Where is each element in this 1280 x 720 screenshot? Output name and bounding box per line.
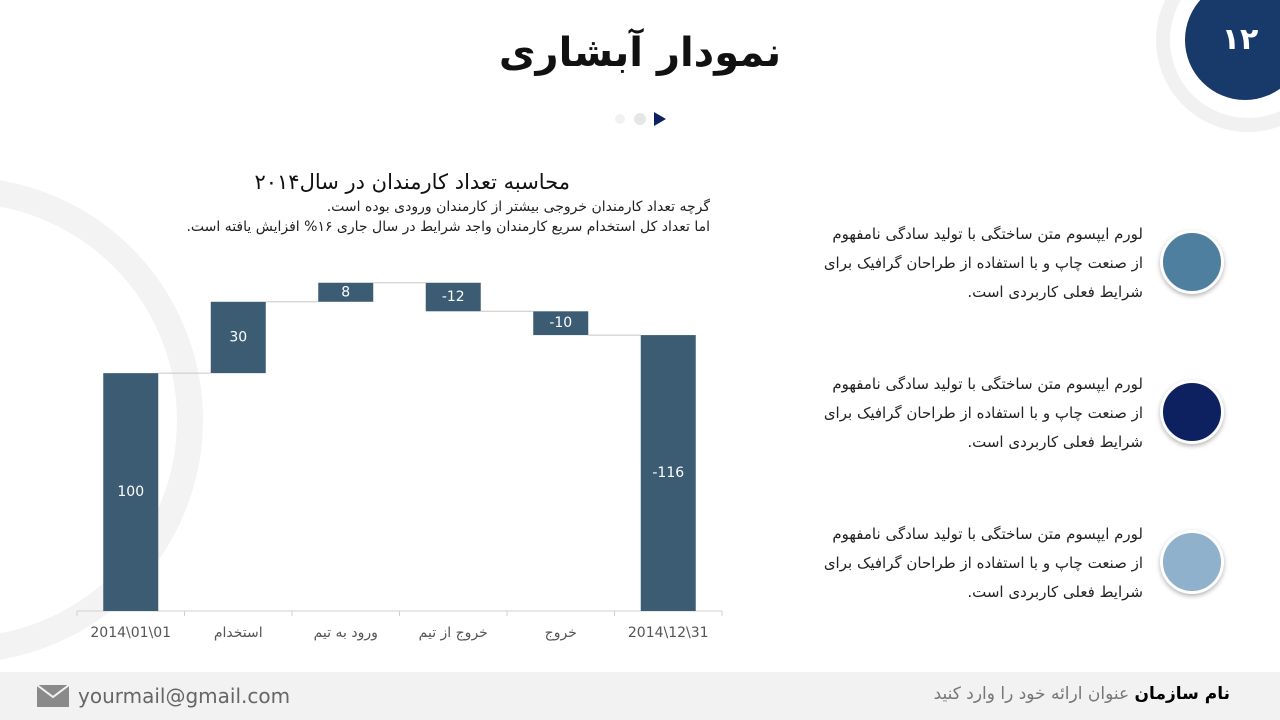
item-dot	[1160, 230, 1224, 294]
item-text: لورم ایپسوم متن ساختگی با تولید سادگی نا…	[832, 525, 1143, 543]
bar	[640, 335, 696, 611]
item-text: شرایط فعلی کاربردی است.	[967, 583, 1143, 601]
x-tick-label: 2014\01\01	[90, 625, 171, 641]
item-text: از صنعت چاپ و با استفاده از طراحان گرافی…	[823, 404, 1143, 422]
data-label: -12	[442, 289, 465, 305]
x-tick-label: ورود به تیم	[314, 625, 378, 641]
chart: 100 2014\01\01 30 استخدام 8 ورود به تیم -12 خرو…	[76, 282, 723, 641]
chart-subtitle: گرچه تعداد کارمندان خروجی بیشتر از کارمن…	[326, 199, 710, 215]
bar	[533, 311, 589, 336]
x-tick-label: خروج از تیم	[419, 625, 488, 641]
footer: yourmail@gmail.com نام سازمان عنوان ارائ…	[0, 672, 1280, 720]
item-text: از صنعت چاپ و با استفاده از طراحان گرافی…	[823, 254, 1143, 272]
item-text: از صنعت چاپ و با استفاده از طراحان گرافی…	[823, 554, 1143, 572]
email: yourmail@gmail.com	[78, 684, 291, 708]
mail-icon	[37, 685, 69, 707]
item-text: شرایط فعلی کاربردی است.	[967, 283, 1143, 301]
organization: نام سازمان	[1134, 684, 1230, 704]
bar	[103, 373, 159, 611]
bar	[210, 301, 266, 374]
chart-title: محاسبه تعداد کارمندان در سال۲۰۱۴	[254, 170, 570, 194]
chart-subtitle: اما تعداد کل استخدام سریع کارمندان واجد …	[186, 219, 710, 235]
item-dot	[1160, 380, 1224, 444]
presentation-title: عنوان ارائه خود را وارد کنید	[933, 684, 1130, 704]
item-dot	[1160, 530, 1224, 594]
bar	[425, 282, 481, 312]
footer-text: نام سازمان عنوان ارائه خود را وارد کنید	[934, 684, 1230, 704]
data-label: 100	[117, 484, 144, 500]
item-text: شرایط فعلی کاربردی است.	[967, 433, 1143, 451]
item-text: لورم ایپسوم متن ساختگی با تولید سادگی نا…	[832, 375, 1143, 393]
page-number: ۱۲	[1221, 22, 1259, 57]
x-tick-label: 2014\12\31	[628, 625, 709, 641]
slide-title: نمودار آبشاری	[498, 30, 782, 76]
data-label: 8	[341, 284, 350, 300]
data-label: -116	[652, 465, 684, 481]
bar	[318, 282, 374, 302]
x-tick-label: استخدام	[214, 625, 263, 641]
data-label: 30	[229, 329, 247, 345]
item-text: لورم ایپسوم متن ساختگی با تولید سادگی نا…	[832, 225, 1143, 243]
x-tick-label: خروج	[545, 625, 577, 641]
data-label: -10	[549, 315, 572, 331]
